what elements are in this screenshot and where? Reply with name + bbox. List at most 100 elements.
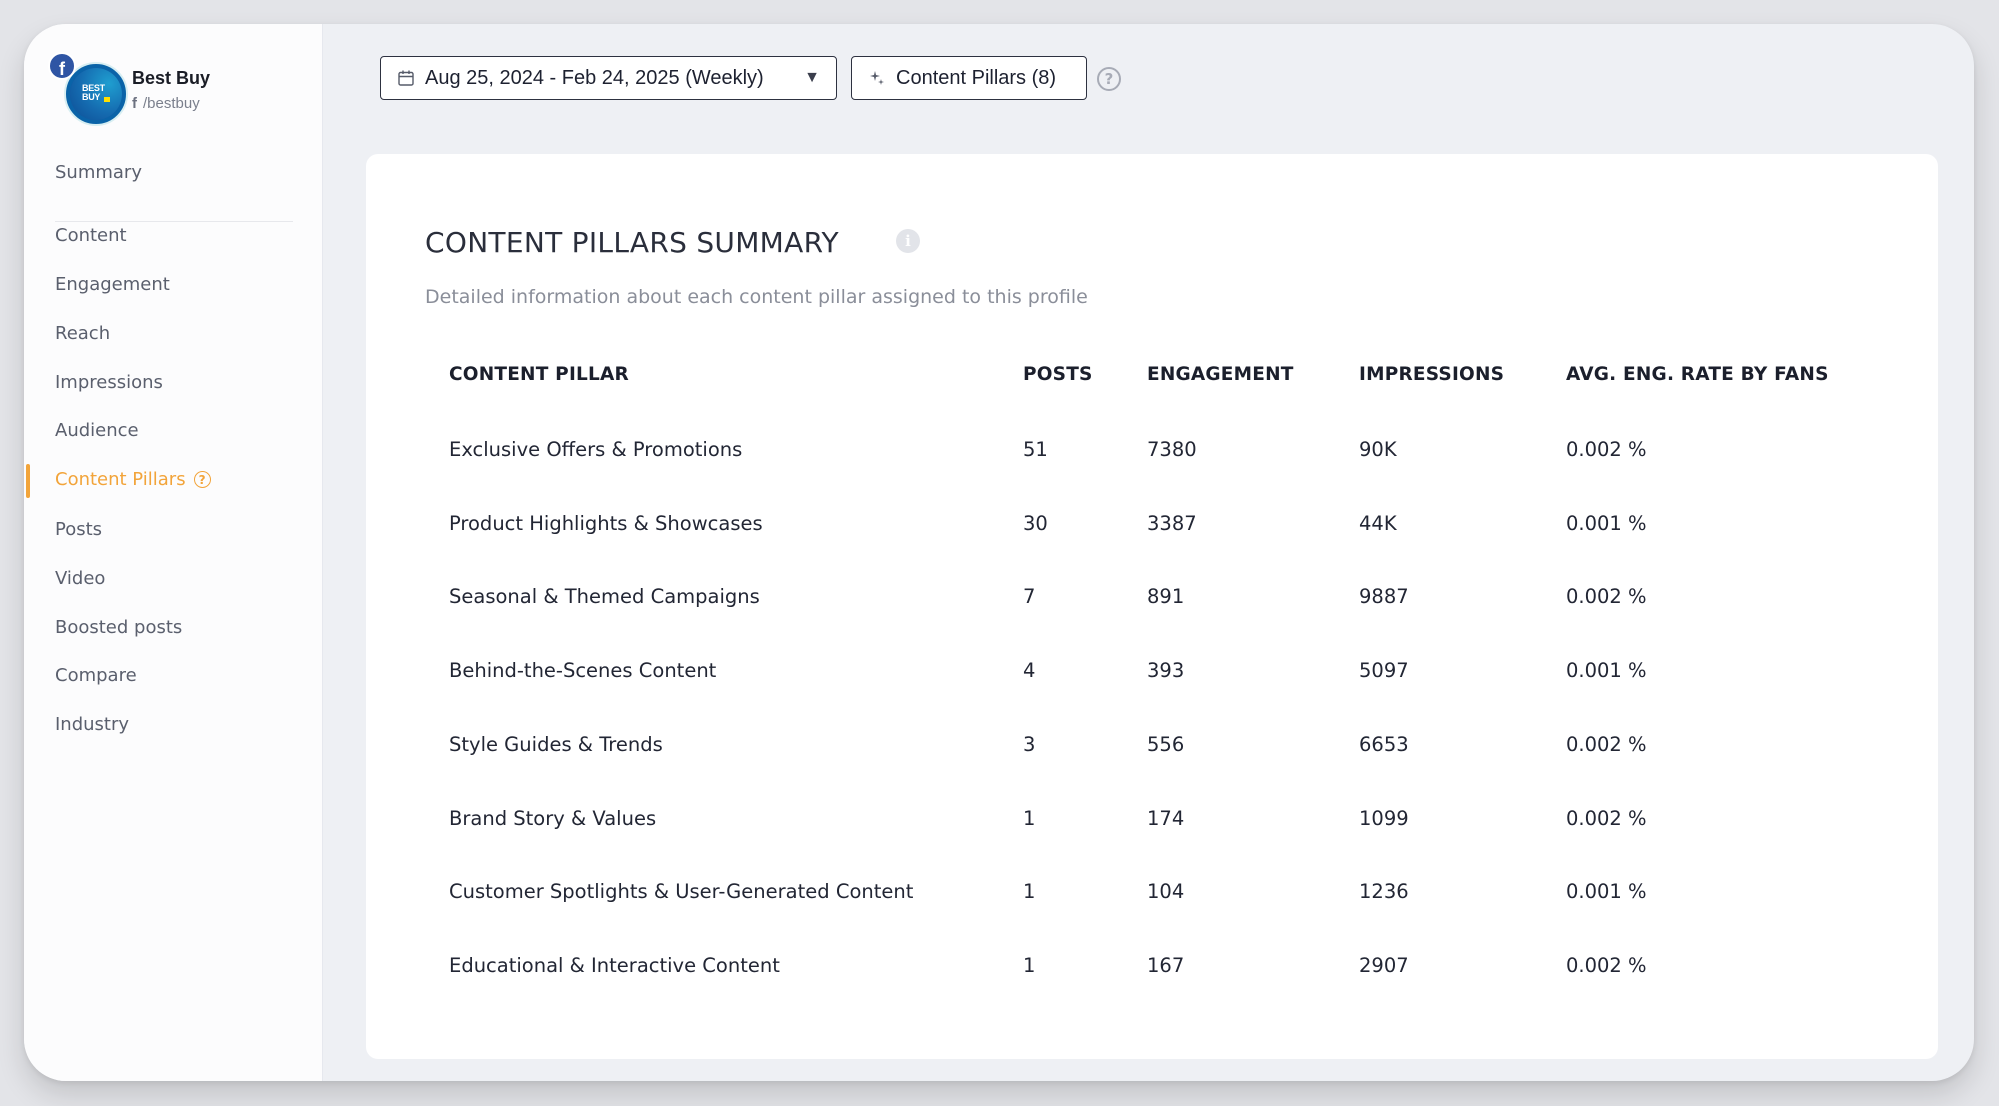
- profile-header[interactable]: BEST BUY f Best Buy f/bestbuy: [34, 38, 314, 138]
- table-cell-posts: 51: [1023, 438, 1048, 461]
- column-header-posts[interactable]: POSTS: [1023, 364, 1093, 385]
- table-row[interactable]: Customer Spotlights & User-Generated Con…: [449, 880, 1919, 950]
- chevron-down-icon: ▼: [804, 69, 820, 86]
- table-cell-content-pillar: Style Guides & Trends: [449, 732, 663, 756]
- help-icon[interactable]: ?: [193, 471, 211, 488]
- date-range-label: Aug 25, 2024 - Feb 24, 2025 (Weekly): [425, 66, 764, 89]
- table-row[interactable]: Product Highlights & Showcases 30 3387 44K 0…: [449, 512, 1919, 582]
- column-header-impressions[interactable]: IMPRESSIONS: [1359, 364, 1505, 385]
- sidebar-item-video[interactable]: Video: [55, 568, 105, 598]
- best-buy-logo-text: BEST BUY: [82, 83, 105, 102]
- column-header-engagement[interactable]: ENGAGEMENT: [1147, 364, 1294, 385]
- table-cell-avg-eng-rate: 0.002 %: [1566, 438, 1647, 461]
- sidebar-item-label: Impressions: [55, 372, 163, 393]
- sidebar-item-industry[interactable]: Industry: [55, 714, 129, 744]
- table-cell-avg-eng-rate: 0.002 %: [1566, 585, 1647, 609]
- page-title: CONTENT PILLARS SUMMARY: [425, 226, 839, 259]
- card-subtitle: Detailed information about each content …: [425, 286, 1088, 308]
- facebook-badge-icon: f: [48, 52, 76, 80]
- table-cell-engagement: 891: [1147, 585, 1185, 609]
- table-cell-avg-eng-rate: 0.002 %: [1566, 732, 1647, 756]
- table-cell-content-pillar: Customer Spotlights & User-Generated Con…: [449, 880, 914, 904]
- table-cell-content-pillar: Behind-the-Scenes Content: [449, 659, 717, 683]
- table-cell-posts: 4: [1023, 659, 1036, 683]
- app-window: BEST BUY f Best Buy f/bestbuy Summary Cont…: [24, 24, 1974, 1081]
- date-range-picker[interactable]: Aug 25, 2024 - Feb 24, 2025 (Weekly) ▼: [380, 56, 837, 100]
- table-cell-impressions: 1099: [1359, 806, 1409, 830]
- sidebar-item-label: Content Pillars: [55, 469, 186, 490]
- sidebar-item-label: Video: [55, 568, 106, 589]
- column-header-content-pillar[interactable]: CONTENT PILLAR: [449, 364, 629, 385]
- table-row[interactable]: Exclusive Offers & Promotions 51 7380 90K 0.…: [449, 438, 1919, 508]
- table-row[interactable]: Style Guides & Trends 3 556 6653 0.002 %: [449, 733, 1919, 803]
- table-row[interactable]: Brand Story & Values 1 174 1099 0.002 %: [449, 807, 1919, 877]
- content-pillars-label: Content Pillars (8): [896, 66, 1057, 89]
- help-icon[interactable]: ?: [1097, 67, 1121, 91]
- sidebar-item-compare[interactable]: Compare: [55, 665, 137, 695]
- active-indicator: [26, 464, 30, 498]
- table-cell-posts: 7: [1023, 585, 1036, 609]
- table-cell-impressions: 1236: [1359, 880, 1409, 904]
- best-buy-logo: BEST BUY: [70, 68, 122, 120]
- table-row[interactable]: Behind-the-Scenes Content 4 393 5097 0.001 %: [449, 659, 1919, 729]
- avatar: BEST BUY: [64, 62, 128, 126]
- table-cell-avg-eng-rate: 0.002 %: [1566, 953, 1647, 977]
- sidebar-item-summary[interactable]: Summary: [55, 162, 142, 192]
- info-icon[interactable]: i: [896, 229, 920, 253]
- calendar-icon: [398, 70, 414, 86]
- table-cell-engagement: 393: [1147, 659, 1185, 683]
- sidebar-item-posts[interactable]: Posts: [55, 519, 102, 549]
- profile-handle: f/bestbuy: [132, 95, 200, 112]
- table-cell-posts: 1: [1023, 806, 1036, 830]
- table-cell-impressions: 6653: [1359, 732, 1409, 756]
- table-cell-engagement: 556: [1147, 732, 1185, 756]
- facebook-icon: f: [132, 95, 137, 112]
- sidebar-item-label: Summary: [55, 162, 142, 183]
- table-cell-impressions: 44K: [1359, 511, 1397, 535]
- table-cell-posts: 3: [1023, 732, 1036, 756]
- table-cell-engagement: 167: [1147, 953, 1185, 977]
- sidebar-item-audience[interactable]: Audience: [55, 420, 139, 450]
- table-cell-content-pillar: Educational & Interactive Content: [449, 953, 780, 977]
- table-cell-posts: 1: [1023, 880, 1036, 904]
- table-cell-engagement: 174: [1147, 806, 1185, 830]
- sidebar-item-content[interactable]: Content: [55, 225, 127, 255]
- table-cell-impressions: 2907: [1359, 953, 1409, 977]
- table-cell-posts: 1: [1023, 953, 1036, 977]
- profile-name: Best Buy: [132, 68, 211, 88]
- content-pillars-summary-card: CONTENT PILLARS SUMMARY i Detailed infor…: [366, 154, 1938, 1059]
- table-cell-posts: 30: [1023, 511, 1048, 535]
- sidebar-item-engagement[interactable]: Engagement: [55, 274, 170, 304]
- column-header-avg-eng-rate[interactable]: AVG. ENG. RATE BY FANS: [1566, 364, 1829, 385]
- table-row[interactable]: Educational & Interactive Content 1 167 290…: [449, 954, 1919, 1024]
- profile-handle-text: /bestbuy: [143, 95, 200, 112]
- table-row[interactable]: Seasonal & Themed Campaigns 7 891 9887 0.002…: [449, 585, 1919, 655]
- content-pillars-button[interactable]: Content Pillars (8): [851, 56, 1087, 100]
- table-cell-avg-eng-rate: 0.001 %: [1566, 659, 1647, 683]
- nav-divider: [55, 221, 293, 222]
- sidebar-item-label: Compare: [55, 665, 137, 686]
- sidebar: BEST BUY f Best Buy f/bestbuy Summary Cont…: [24, 24, 323, 1081]
- table-cell-content-pillar: Exclusive Offers & Promotions: [449, 438, 743, 461]
- sidebar-item-label: Audience: [55, 420, 139, 441]
- table-cell-engagement: 7380: [1147, 438, 1197, 461]
- sidebar-item-boosted-posts[interactable]: Boosted posts: [55, 617, 182, 647]
- table-cell-engagement: 104: [1147, 880, 1185, 904]
- sidebar-item-label: Content: [55, 225, 127, 246]
- sidebar-item-label: Industry: [55, 714, 130, 735]
- table-cell-avg-eng-rate: 0.002 %: [1566, 806, 1647, 830]
- sidebar-item-label: Posts: [55, 519, 103, 540]
- table-cell-impressions: 5097: [1359, 659, 1409, 683]
- table-cell-avg-eng-rate: 0.001 %: [1566, 511, 1647, 535]
- sidebar-item-label: Reach: [55, 323, 111, 344]
- table-cell-content-pillar: Brand Story & Values: [449, 806, 657, 830]
- sparkle-icon: [870, 71, 884, 85]
- table-cell-impressions: 90K: [1359, 438, 1397, 461]
- sidebar-item-reach[interactable]: Reach: [55, 323, 110, 353]
- table-cell-impressions: 9887: [1359, 585, 1409, 609]
- table-cell-engagement: 3387: [1147, 511, 1197, 535]
- table-cell-content-pillar: Product Highlights & Showcases: [449, 511, 763, 535]
- best-buy-tag-icon: [104, 97, 110, 102]
- sidebar-item-impressions[interactable]: Impressions: [55, 372, 163, 402]
- sidebar-item-content-pillars[interactable]: Content Pillars?: [55, 469, 211, 499]
